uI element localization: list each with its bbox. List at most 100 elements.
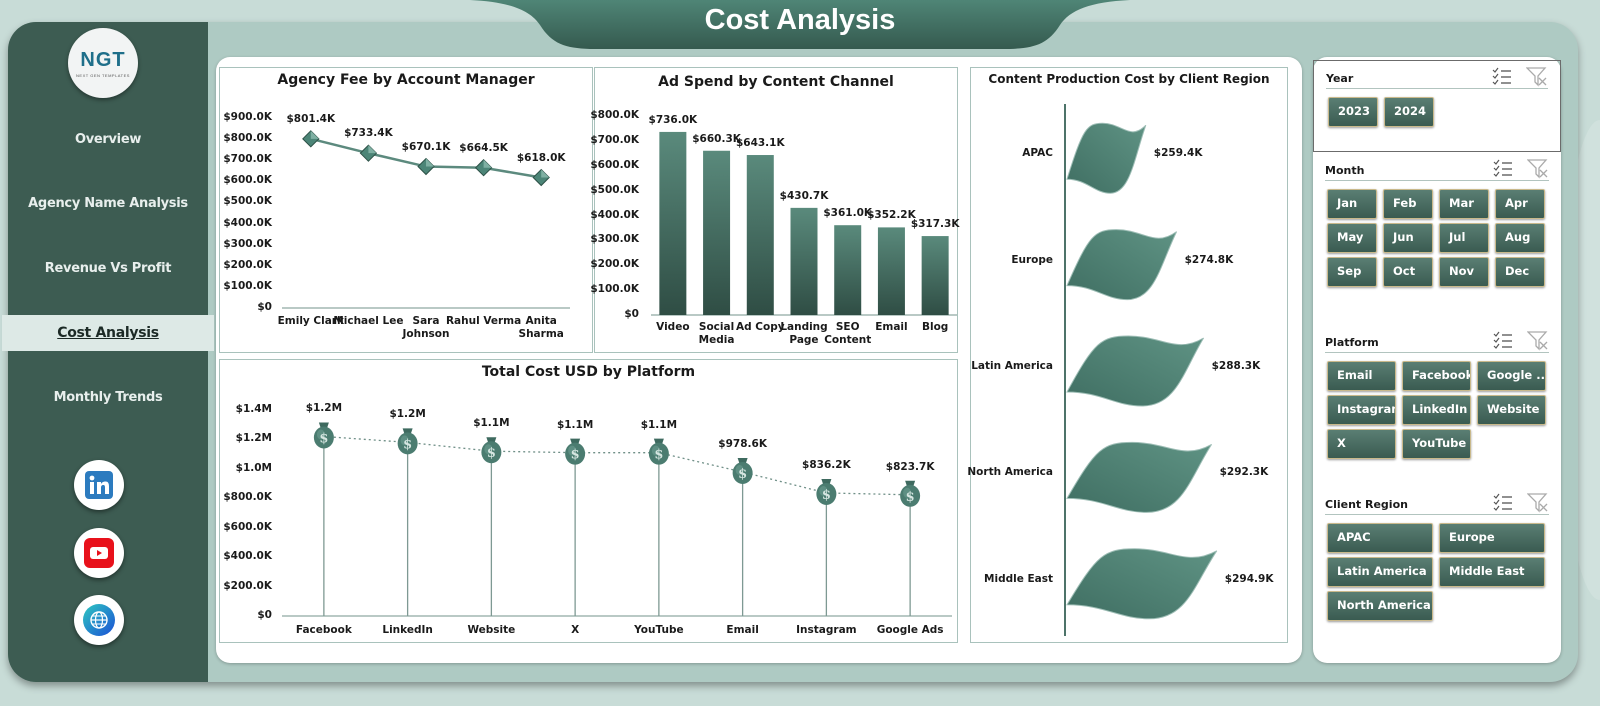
bar[interactable]: [877, 227, 905, 315]
y-axis-tick: $400.0K: [223, 550, 272, 563]
data-label: $259.4K: [1153, 147, 1203, 160]
slicer-header: Client Region: [1325, 493, 1549, 515]
multi-select-icon[interactable]: [1493, 331, 1513, 349]
slicer-option[interactable]: Feb: [1383, 189, 1433, 219]
diamond-marker[interactable]: [532, 168, 550, 187]
slicer-option[interactable]: YouTube: [1402, 429, 1471, 459]
slicer-option[interactable]: X: [1327, 429, 1396, 459]
flag-plot: [1064, 104, 1218, 636]
slicer-option[interactable]: Jan: [1327, 189, 1377, 219]
slicer-header: Month: [1325, 159, 1549, 181]
slicer-option[interactable]: LinkedIn: [1402, 395, 1471, 425]
y-axis-tick: $700.0K: [223, 153, 272, 166]
slicer-option[interactable]: Google ...: [1477, 361, 1546, 391]
slicer-option[interactable]: Apr: [1495, 189, 1545, 219]
flag-bar[interactable]: [1066, 548, 1218, 620]
slicer-option[interactable]: Facebook: [1402, 361, 1471, 391]
x-axis-tick: Ad Copy: [735, 321, 785, 333]
money-bag-icon[interactable]: $: [816, 478, 837, 505]
slicer-option[interactable]: Mar: [1439, 189, 1489, 219]
slicer-option[interactable]: Sep: [1327, 257, 1377, 287]
money-bag-icon[interactable]: $: [732, 458, 753, 485]
slicer-option[interactable]: Nov: [1439, 257, 1489, 287]
flag-bar[interactable]: [1066, 229, 1178, 301]
slicer-option[interactable]: Dec: [1495, 257, 1545, 287]
slicer-option[interactable]: Aug: [1495, 223, 1545, 253]
sidebar: NGT NEXT GEN TEMPLATES Overview Agency N…: [2, 22, 214, 682]
money-bag-icon[interactable]: $: [900, 480, 921, 507]
x-axis-tick: LinkedIn: [382, 624, 433, 636]
x-axis-tick: Email: [726, 624, 759, 636]
flag-bar[interactable]: [1066, 335, 1205, 407]
slicer-option[interactable]: APAC: [1327, 523, 1433, 553]
y-axis-tick: $0: [257, 301, 272, 313]
slicer-option[interactable]: 2023: [1328, 97, 1378, 127]
money-bag-icon[interactable]: $: [481, 437, 502, 464]
sidebar-item-agency-name-analysis[interactable]: Agency Name Analysis: [28, 196, 188, 211]
slicer-option[interactable]: May: [1327, 223, 1377, 253]
sidebar-item-monthly-trends[interactable]: Monthly Trends: [53, 390, 163, 405]
chart-title: Content Production Cost by Client Region: [988, 72, 1270, 86]
x-axis-tick: Landing Page: [780, 321, 828, 346]
money-bag-icon[interactable]: $: [565, 438, 586, 465]
y-axis-tick: $200.0K: [590, 258, 639, 271]
bar[interactable]: [921, 236, 949, 315]
sidebar-item-revenue-vs-profit[interactable]: Revenue Vs Profit: [44, 261, 172, 276]
slicer-option[interactable]: Europe: [1439, 523, 1545, 553]
slicer-option[interactable]: Jul: [1439, 223, 1489, 253]
multi-select-icon[interactable]: [1493, 493, 1513, 511]
slicer-option[interactable]: Email: [1327, 361, 1396, 391]
money-bag-icon[interactable]: $: [648, 438, 669, 465]
data-label: $836.2K: [802, 458, 851, 471]
data-label: $660.3K: [692, 132, 741, 145]
slicer-option[interactable]: Website: [1477, 395, 1546, 425]
category-label: APAC: [1022, 147, 1053, 160]
money-bag-icon[interactable]: $: [397, 428, 418, 455]
clear-filter-icon[interactable]: [1527, 331, 1549, 351]
diamond-marker[interactable]: [359, 144, 378, 162]
slicer-option[interactable]: 2024: [1384, 97, 1434, 127]
x-axis-tick: Social Media: [698, 321, 735, 346]
slicer-option[interactable]: North America: [1327, 591, 1433, 621]
x-axis-tick: Video: [656, 321, 690, 333]
y-axis-tick: $200.0K: [223, 579, 272, 592]
bar[interactable]: [659, 131, 687, 315]
money-bag-icon[interactable]: $: [313, 422, 334, 449]
linkedin-icon: [85, 471, 113, 499]
logo-text: NGT: [80, 48, 126, 71]
slicer-option[interactable]: Middle East: [1439, 557, 1545, 587]
y-axis-tick: $600.0K: [223, 174, 272, 187]
diamond-marker[interactable]: [302, 130, 320, 148]
slicer-option[interactable]: Jun: [1383, 223, 1433, 253]
y-axis-tick: $500.0K: [590, 183, 639, 196]
x-axis-tick: Michael Lee: [333, 315, 404, 327]
category-label: Latin America: [971, 360, 1053, 372]
sidebar-item-cost-analysis[interactable]: Cost Analysis: [2, 315, 214, 351]
slicer-option[interactable]: Instagram: [1327, 395, 1396, 425]
slicer-option[interactable]: Oct: [1383, 257, 1433, 287]
logo-subtext: NEXT GEN TEMPLATES: [76, 72, 130, 78]
y-axis-tick: $700.0K: [590, 133, 639, 146]
diamond-marker[interactable]: [474, 159, 493, 177]
diamond-marker[interactable]: [417, 157, 435, 176]
bar[interactable]: [834, 225, 862, 315]
flag-bar[interactable]: [1066, 441, 1213, 513]
multi-select-icon[interactable]: [1493, 159, 1513, 177]
bar[interactable]: [703, 150, 731, 315]
y-axis-tick: $400.0K: [590, 208, 639, 221]
flag-bar[interactable]: [1066, 122, 1147, 194]
clear-filter-icon[interactable]: [1527, 493, 1549, 513]
clear-filter-icon[interactable]: [1526, 67, 1548, 87]
sidebar-item-overview[interactable]: Overview: [74, 132, 142, 147]
data-label: $618.0K: [516, 151, 566, 164]
slicer-option[interactable]: Latin America: [1327, 557, 1433, 587]
chart-content-production-region: Content Production Cost by Client Region…: [967, 67, 1288, 643]
youtube-button[interactable]: [74, 528, 124, 578]
multi-select-icon[interactable]: [1492, 67, 1512, 85]
bar[interactable]: [790, 207, 818, 315]
linkedin-button[interactable]: [74, 460, 124, 510]
website-button[interactable]: [74, 595, 124, 645]
bar[interactable]: [746, 155, 774, 315]
slicer-title: Client Region: [1325, 498, 1408, 511]
clear-filter-icon[interactable]: [1527, 159, 1549, 179]
